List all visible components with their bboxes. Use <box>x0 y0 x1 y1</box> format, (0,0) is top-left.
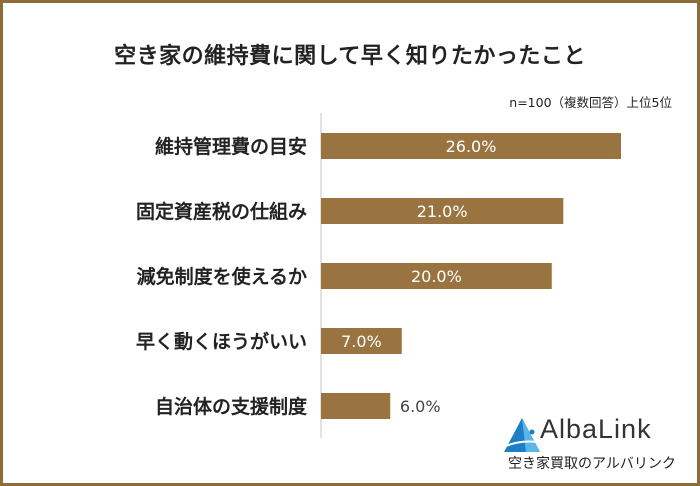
category-label: 早く動くほうがいい <box>136 330 307 353</box>
data-label: 7.0% <box>341 332 382 351</box>
data-label: 26.0% <box>446 137 497 156</box>
logo-tagline: 空き家買取のアルバリンク <box>508 456 676 472</box>
data-label: 20.0% <box>411 267 462 286</box>
category-label: 固定資産税の仕組み <box>136 200 307 223</box>
bar <box>321 133 621 159</box>
sample-note: n=100（複数回答）上位5位 <box>509 95 672 110</box>
data-label: 21.0% <box>417 202 468 221</box>
category-label: 減免制度を使えるか <box>137 265 307 288</box>
category-label: 自治体の支援制度 <box>155 395 308 418</box>
bar <box>321 328 402 354</box>
logo-name: AlbaLink <box>540 414 652 444</box>
bar <box>321 263 552 289</box>
chart-title: 空き家の維持費に関して早く知りたかったこと <box>114 44 586 69</box>
category-label: 維持管理費の目安 <box>155 135 307 158</box>
logo-mark-icon <box>504 418 540 452</box>
data-label: 6.0% <box>400 397 441 416</box>
albalink-logo: AlbaLink 空き家買取のアルバリンク <box>498 408 688 478</box>
bar <box>321 198 564 224</box>
bar <box>321 393 391 419</box>
